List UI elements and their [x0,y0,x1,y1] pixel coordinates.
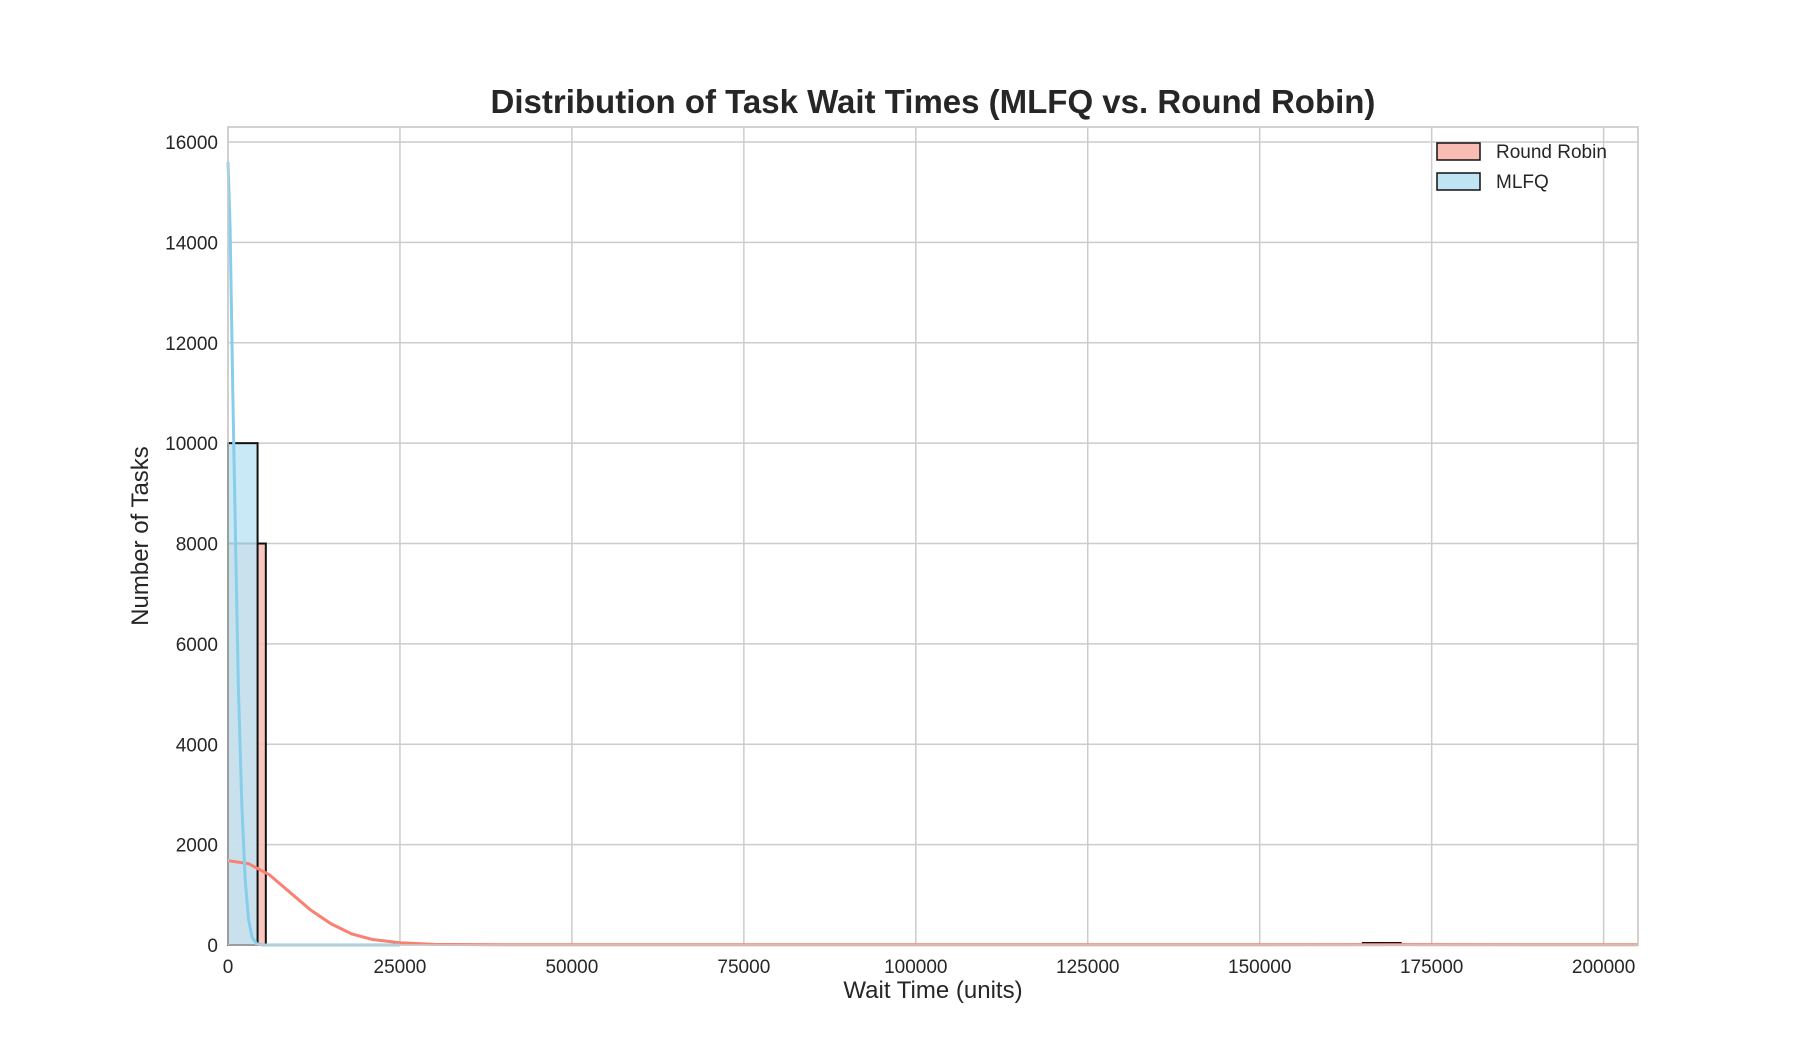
x-tick-label: 175000 [1400,957,1463,978]
histogram-bar [227,442,259,946]
y-tick-label: 2000 [176,836,218,857]
y-tick-label: 0 [207,936,218,957]
chart-title: Distribution of Task Wait Times (MLFQ vs… [491,83,1376,120]
y-tick-label: 14000 [165,233,218,254]
y-axis-label: Number of Tasks [127,446,154,626]
legend-label: MLFQ [1496,172,1549,193]
x-tick-label: 125000 [1056,957,1119,978]
y-tick-label: 12000 [165,334,218,355]
x-tick-label: 200000 [1572,957,1635,978]
x-tick-label: 25000 [374,957,427,978]
y-tick-label: 8000 [176,535,218,556]
kde-curve [226,162,400,947]
x-axis-label: Wait Time (units) [843,977,1022,1004]
legend-label: Round Robin [1496,142,1607,163]
legend-swatch [1436,172,1481,191]
x-tick-label: 75000 [717,957,770,978]
x-tick-label: 0 [223,957,234,978]
plot-frame [227,126,1639,946]
y-tick-label: 16000 [165,133,218,154]
x-tick-label: 50000 [545,957,598,978]
legend-swatch [1436,142,1481,161]
y-tick-label: 10000 [165,434,218,455]
legend: Round Robin MLFQ [1436,142,1607,193]
x-tick-label: 100000 [884,957,947,978]
y-tick-label: 6000 [176,635,218,656]
y-tick-label: 4000 [176,735,218,756]
x-tick-label: 150000 [1228,957,1291,978]
